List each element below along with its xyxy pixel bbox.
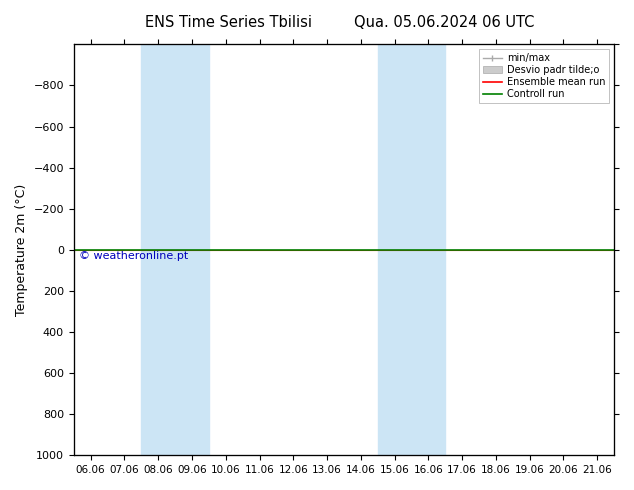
Legend: min/max, Desvio padr tilde;o, Ensemble mean run, Controll run: min/max, Desvio padr tilde;o, Ensemble m… (479, 49, 609, 103)
Bar (141, 45, 209, 455)
Text: © weatheronline.pt: © weatheronline.pt (79, 251, 188, 261)
Bar (378, 45, 445, 455)
Y-axis label: Temperature 2m (°C): Temperature 2m (°C) (15, 184, 28, 316)
Text: Qua. 05.06.2024 06 UTC: Qua. 05.06.2024 06 UTC (354, 15, 534, 30)
Text: ENS Time Series Tbilisi: ENS Time Series Tbilisi (145, 15, 312, 30)
